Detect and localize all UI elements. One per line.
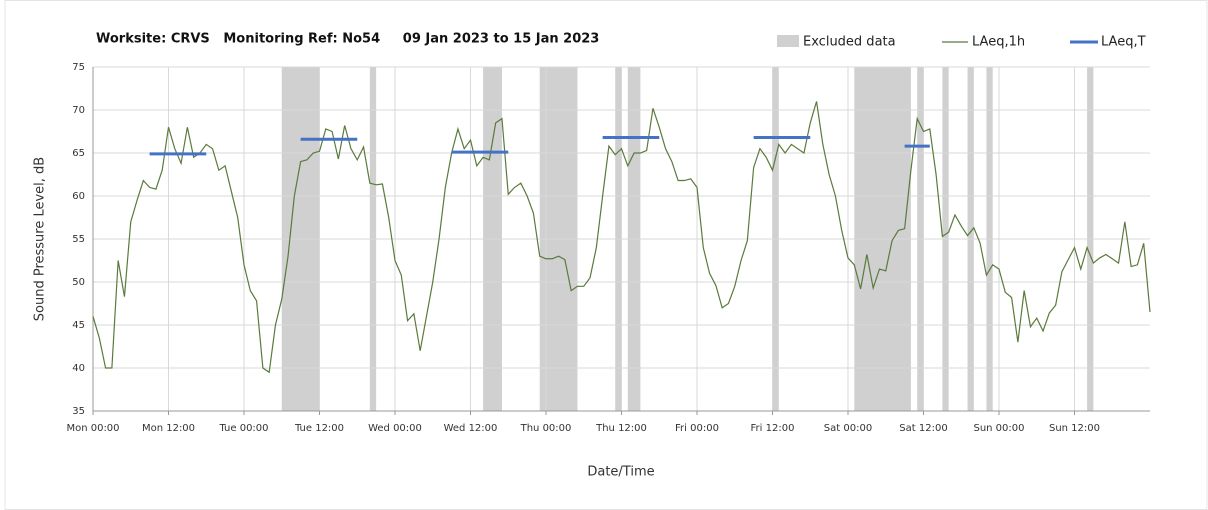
x-tick-label: Mon 00:00	[66, 423, 119, 434]
x-axis-title: Date/Time	[587, 465, 654, 480]
y-tick-label: 50	[72, 277, 85, 288]
x-tick-label: Tue 12:00	[294, 423, 344, 434]
y-tick-label: 35	[72, 406, 85, 417]
x-tick-label: Sun 00:00	[973, 423, 1024, 434]
x-tick-label: Fri 12:00	[751, 423, 795, 434]
y-tick-label: 40	[72, 363, 85, 374]
y-tick-label: 45	[72, 320, 85, 331]
chart-title: Worksite: CRVS Monitoring Ref: No54 09 J…	[96, 32, 599, 47]
x-tick-label: Thu 12:00	[595, 423, 647, 434]
line-series	[92, 101, 1151, 374]
legend-label: Excluded data	[803, 35, 896, 50]
x-tick-label: Sun 12:00	[1049, 423, 1100, 434]
x-tick-label: Wed 00:00	[368, 423, 422, 434]
y-axis-title: Sound Pressure Level, dB	[33, 157, 48, 321]
legend-label: LAeq,1h	[972, 35, 1025, 50]
y-tick-label: 60	[72, 191, 85, 202]
x-tick-label: Tue 00:00	[218, 423, 268, 434]
y-tick-label: 70	[72, 105, 85, 116]
y-tick-label: 65	[72, 148, 85, 159]
y-tick-label: 55	[72, 234, 85, 245]
x-tick-label: Mon 12:00	[142, 423, 195, 434]
x-tick-label: Sat 12:00	[899, 423, 947, 434]
x-tick-label: Fri 00:00	[675, 423, 719, 434]
x-tick-label: Thu 00:00	[520, 423, 572, 434]
y-tick-label: 75	[72, 62, 85, 73]
x-tick-label: Sat 00:00	[824, 423, 872, 434]
x-tick-label: Wed 12:00	[444, 423, 498, 434]
legend-swatch	[777, 35, 799, 47]
legend-label: LAeq,T	[1101, 35, 1146, 50]
